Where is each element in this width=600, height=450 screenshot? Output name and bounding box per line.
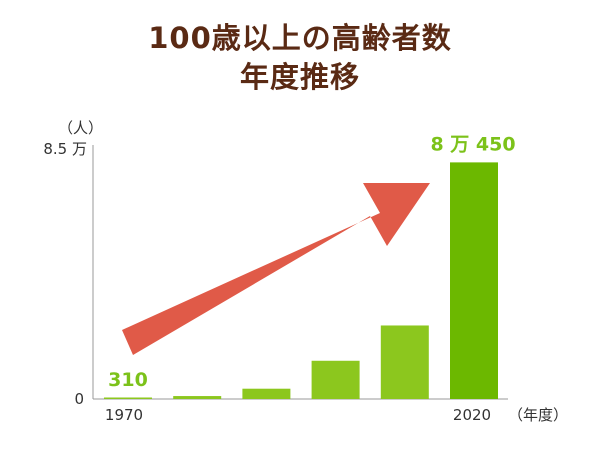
bar xyxy=(311,360,360,399)
chart-bars xyxy=(104,162,498,399)
x-axis-label: （年度） xyxy=(508,406,568,424)
x-tick-label: 1970 xyxy=(105,406,143,424)
chart-labels: 1970 2020 （年度） 310 8 万 450 xyxy=(105,133,568,424)
chart-title-line2: 年度推移 xyxy=(239,60,360,94)
trend-arrow-icon xyxy=(122,183,430,355)
y-axis-label: （人） xyxy=(58,119,103,137)
y-tick-label: 8.5 万 xyxy=(43,140,87,158)
y-tick-label: 0 xyxy=(74,390,84,408)
bar xyxy=(104,397,152,399)
data-label: 310 xyxy=(108,369,148,391)
bar xyxy=(242,388,291,399)
x-tick-label: 2020 xyxy=(453,406,491,424)
chart-axes: （人） 8.5 万 0 xyxy=(43,119,508,408)
chart-title-line1: 100歳以上の高齢者数 xyxy=(148,21,452,55)
bar xyxy=(380,325,429,399)
bar xyxy=(450,162,498,399)
chart-annotations xyxy=(122,183,430,355)
bar xyxy=(173,396,222,399)
data-label: 8 万 450 xyxy=(430,133,515,155)
